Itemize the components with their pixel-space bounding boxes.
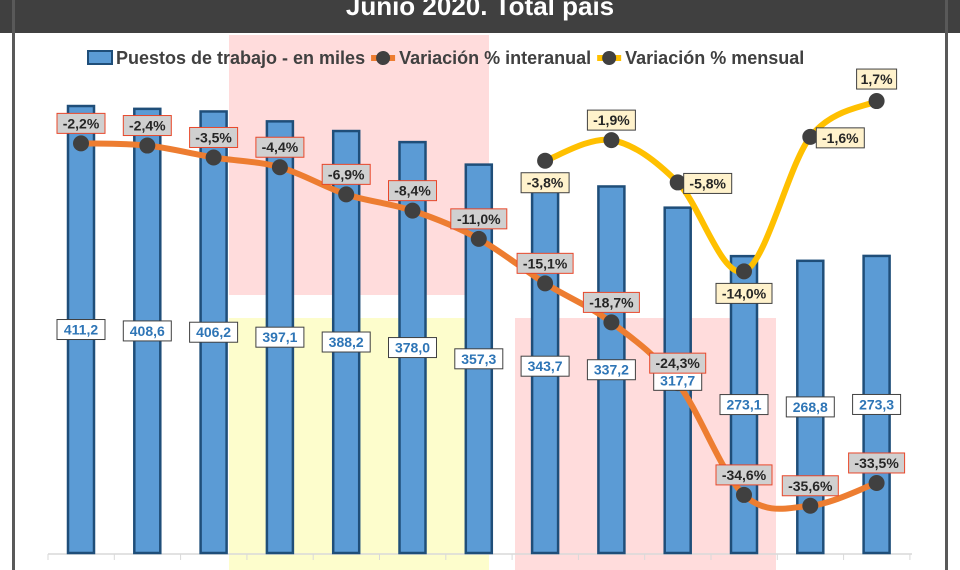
- interanual-point: [603, 314, 620, 331]
- svg-text:-2,4%: -2,4%: [129, 118, 166, 134]
- svg-text:411,2: 411,2: [64, 322, 98, 338]
- svg-text:Variación % interanual: Variación % interanual: [399, 48, 591, 68]
- svg-text:-34,6%: -34,6%: [722, 467, 767, 483]
- mensual-point: [603, 132, 620, 149]
- interanual-data-label: -34,6%: [715, 464, 773, 486]
- mensual-point: [537, 152, 554, 169]
- mensual-point: [802, 128, 819, 145]
- svg-text:378,0: 378,0: [395, 340, 430, 356]
- bar-data-label: 273,1: [719, 394, 769, 416]
- interanual-data-label: -3,5%: [189, 126, 239, 148]
- svg-text:-3,8%: -3,8%: [527, 175, 564, 191]
- mensual-data-label: -5,8%: [683, 172, 733, 194]
- svg-text:1,7%: 1,7%: [861, 71, 893, 87]
- interanual-data-label: -11,0%: [450, 208, 508, 230]
- legend-item: Variación % interanual: [371, 48, 591, 68]
- interanual-data-label: -24,3%: [649, 352, 707, 374]
- legend-item: Variación % mensual: [597, 48, 804, 68]
- interanual-point: [338, 186, 355, 203]
- interanual-point: [73, 135, 89, 152]
- bar-data-label: 388,2: [321, 331, 371, 353]
- bar-data-label: 357,3: [454, 348, 504, 370]
- interanual-data-label: -2,2%: [56, 112, 106, 134]
- interanual-point: [404, 202, 421, 219]
- svg-text:-5,8%: -5,8%: [689, 175, 726, 191]
- bar-data-label: 317,7: [653, 369, 703, 391]
- chart-frame: [12, 0, 948, 570]
- interanual-point: [868, 474, 885, 491]
- interanual-data-label: -8,4%: [388, 180, 437, 202]
- bar-data-label: 343,7: [520, 355, 570, 377]
- svg-text:-14,0%: -14,0%: [722, 285, 767, 301]
- svg-text:337,2: 337,2: [594, 362, 629, 378]
- svg-text:317,7: 317,7: [660, 372, 695, 388]
- svg-text:408,6: 408,6: [130, 323, 165, 339]
- mensual-data-label: 1,7%: [856, 68, 898, 90]
- svg-text:273,1: 273,1: [726, 397, 761, 413]
- interanual-point: [470, 230, 487, 247]
- svg-text:-8,4%: -8,4%: [394, 183, 431, 199]
- bar-data-label: 378,0: [388, 337, 437, 359]
- legend-item: Puestos de trabajo - en miles: [87, 48, 365, 68]
- interanual-point: [802, 497, 819, 514]
- svg-text:-1,6%: -1,6%: [822, 130, 859, 146]
- bar-data-label: 406,2: [189, 321, 239, 343]
- svg-text:-3,5%: -3,5%: [195, 129, 232, 145]
- svg-text:388,2: 388,2: [329, 334, 364, 350]
- svg-text:397,1: 397,1: [262, 329, 297, 345]
- svg-text:-4,4%: -4,4%: [262, 139, 299, 155]
- interanual-data-label: -35,6%: [781, 475, 839, 497]
- mensual-point: [868, 93, 885, 110]
- bar-data-label: 268,8: [785, 396, 835, 418]
- interanual-data-label: -6,9%: [321, 163, 371, 185]
- interanual-data-label: -18,7%: [582, 291, 640, 313]
- mensual-point: [736, 263, 752, 280]
- interanual-point: [537, 275, 554, 292]
- svg-text:-6,9%: -6,9%: [328, 166, 365, 182]
- bar-data-label: 408,6: [122, 320, 172, 342]
- svg-text:406,2: 406,2: [196, 324, 231, 340]
- svg-text:357,3: 357,3: [461, 351, 496, 367]
- mensual-data-label: -1,9%: [586, 109, 636, 131]
- bar-data-label: 411,2: [56, 319, 106, 341]
- mensual-point: [669, 174, 686, 191]
- interanual-point: [205, 149, 222, 166]
- interanual-point: [736, 486, 752, 503]
- mensual-data-label: -1,6%: [815, 127, 865, 149]
- svg-text:-18,7%: -18,7%: [589, 294, 634, 310]
- svg-text:Puestos de trabajo - en miles: Puestos de trabajo - en miles: [116, 48, 365, 68]
- mensual-data-label: -3,8%: [520, 172, 570, 194]
- svg-text:-24,3%: -24,3%: [656, 355, 701, 371]
- svg-text:-33,5%: -33,5%: [854, 455, 899, 471]
- svg-text:-35,6%: -35,6%: [788, 478, 833, 494]
- svg-text:-15,1%: -15,1%: [523, 255, 568, 271]
- interanual-point: [271, 159, 288, 176]
- title-bar: Junio 2020. Total país: [0, 0, 960, 33]
- bar-data-label: 273,3: [852, 393, 902, 415]
- svg-text:273,3: 273,3: [859, 396, 894, 412]
- interanual-data-label: -2,4%: [122, 115, 172, 137]
- legend: Puestos de trabajo - en miles Variación %…: [87, 48, 804, 68]
- svg-text:-11,0%: -11,0%: [457, 211, 501, 227]
- chart-title: Junio 2020. Total país: [345, 0, 615, 21]
- svg-text:268,8: 268,8: [793, 399, 828, 415]
- mensual-data-label: -14,0%: [715, 282, 773, 304]
- interanual-point: [139, 137, 156, 154]
- interanual-data-label: -15,1%: [516, 252, 574, 274]
- svg-text:-1,9%: -1,9%: [593, 112, 630, 128]
- interanual-data-label: -4,4%: [255, 136, 305, 158]
- svg-text:343,7: 343,7: [528, 358, 563, 374]
- bar-data-label: 337,2: [586, 359, 636, 381]
- interanual-data-label: -33,5%: [848, 452, 906, 474]
- bar-data-label: 397,1: [255, 326, 305, 348]
- svg-text:-2,2%: -2,2%: [63, 115, 100, 131]
- svg-text:Variación % mensual: Variación % mensual: [625, 48, 804, 68]
